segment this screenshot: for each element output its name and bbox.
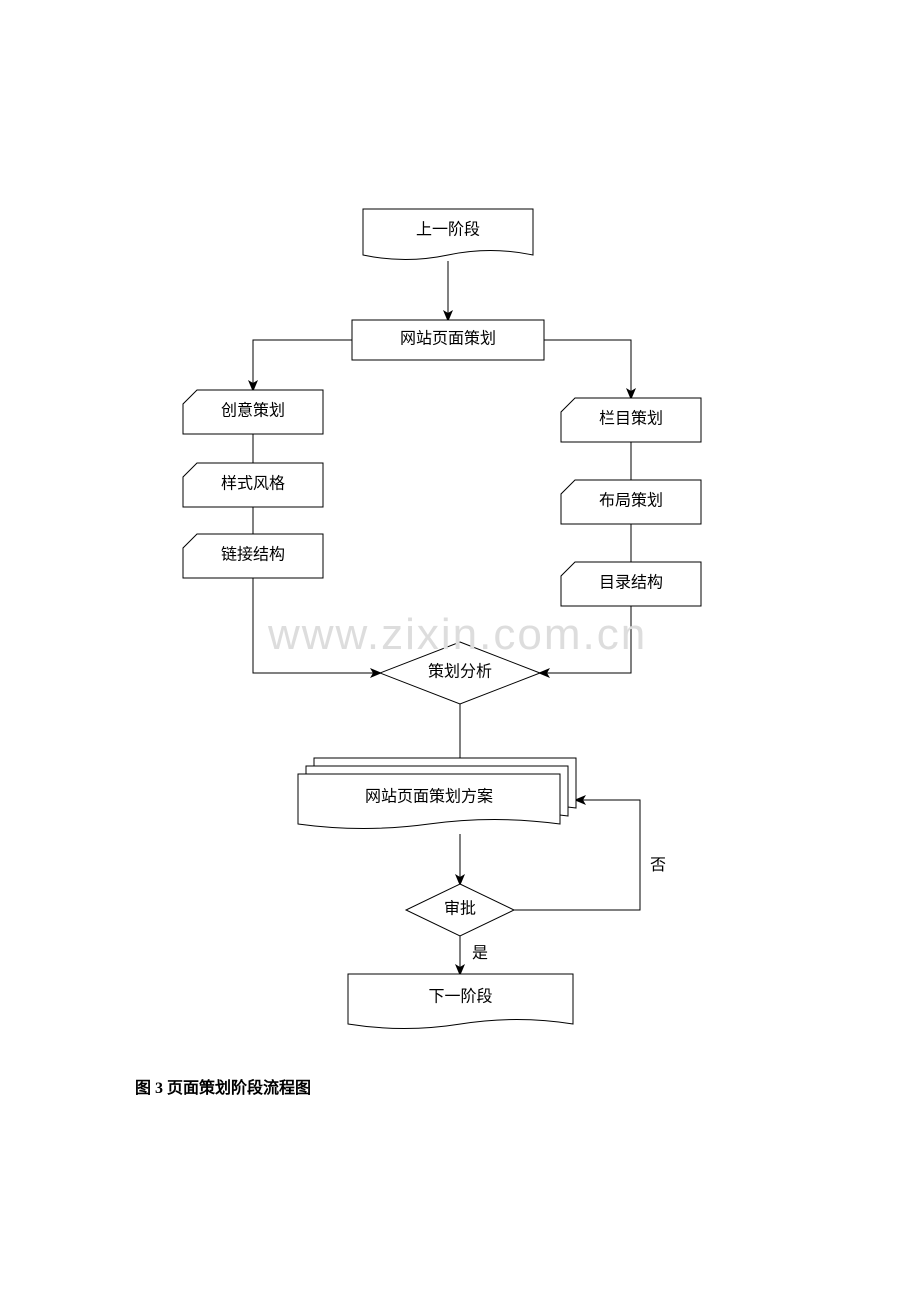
node-label-n7: 布局策划 [599, 492, 663, 510]
node-n8: 目录结构 [561, 562, 701, 606]
node-n9: 策划分析 [380, 642, 540, 704]
edge-n2-n6 [544, 340, 631, 398]
node-label-n8: 目录结构 [599, 574, 663, 592]
node-n7: 布局策划 [561, 480, 701, 524]
figure-caption: 图 3 页面策划阶段流程图 [135, 1074, 311, 1098]
node-label-n9: 策划分析 [428, 663, 492, 681]
flowchart-canvas: 上一阶段网站页面策划创意策划样式风格链接结构 栏目策划布局策划目录结构策划分析网站… [0, 0, 920, 1302]
node-n5: 链接结构 [183, 534, 323, 578]
node-n2: 网站页面策划 [352, 320, 544, 360]
node-n6: 栏目策划 [561, 398, 701, 442]
node-n4: 样式风格 [183, 463, 323, 507]
node-label-n5: 链接结构 [221, 546, 285, 564]
edge-n5-n9 [253, 578, 380, 673]
node-label-n2: 网站页面策划 [400, 330, 496, 348]
node-label-n4: 样式风格 [221, 475, 285, 493]
node-n3: 创意策划 [183, 390, 323, 434]
node-label-n1: 上一阶段 [416, 221, 480, 239]
node-label-n11: 审批 [444, 900, 476, 918]
edge-label-n11-n10: 否 [650, 857, 666, 874]
node-n10: 网站页面策划方案 [298, 758, 576, 829]
node-label-n3: 创意策划 [221, 401, 285, 420]
edge-n8-n9 [540, 606, 631, 673]
node-n12: 下一阶段 [348, 974, 573, 1029]
edge-label-n11-n12: 是 [472, 945, 488, 962]
node-label-n6: 栏目策划 [599, 410, 663, 428]
node-label-n10: 网站页面策划方案 [365, 788, 493, 806]
node-n1: 上一阶段 [363, 209, 533, 260]
node-n11: 审批 [406, 884, 514, 936]
edge-n2-n3 [253, 340, 352, 390]
node-label-n12: 下一阶段 [428, 988, 492, 1006]
